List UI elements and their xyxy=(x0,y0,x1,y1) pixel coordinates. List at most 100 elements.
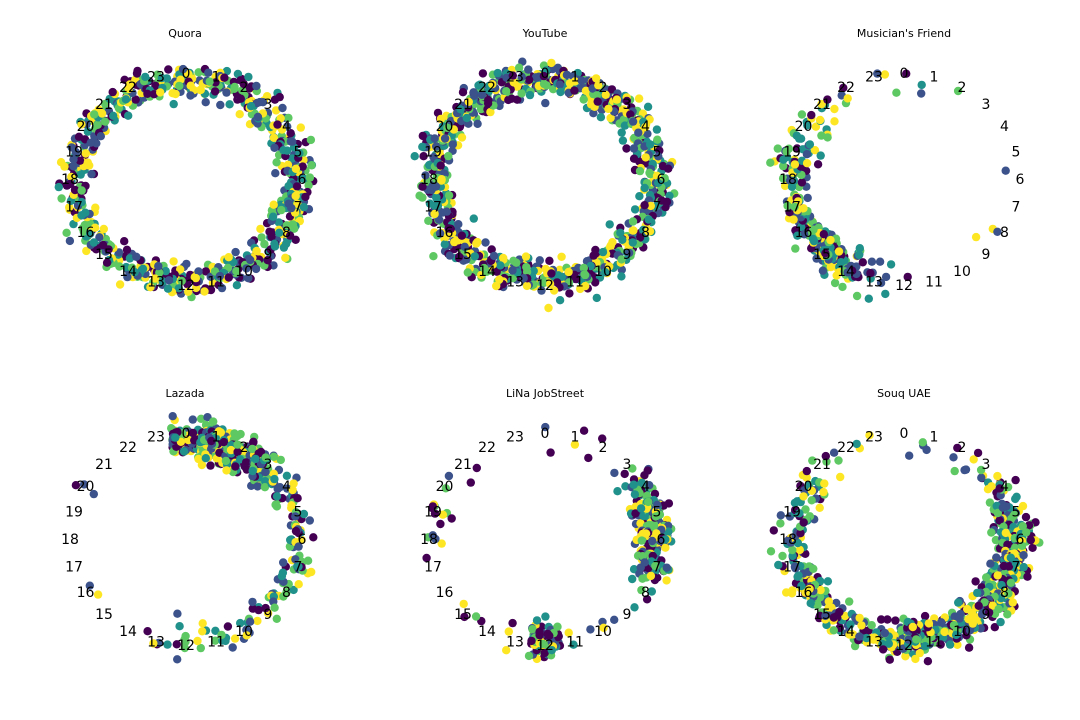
data-point xyxy=(102,258,112,267)
hour-label: 3 xyxy=(264,97,273,113)
data-point xyxy=(235,110,244,119)
data-point xyxy=(198,619,207,628)
data-point xyxy=(648,536,657,546)
data-point xyxy=(288,137,297,146)
data-point xyxy=(783,536,792,546)
data-point xyxy=(230,634,240,643)
hour-label: 22 xyxy=(837,80,855,96)
data-point xyxy=(1003,482,1013,492)
data-point xyxy=(912,635,921,644)
data-point xyxy=(604,104,613,114)
hour-label: 6 xyxy=(657,532,666,548)
data-point xyxy=(437,539,446,548)
hour-label: 15 xyxy=(454,247,472,263)
hour-label: 9 xyxy=(982,607,991,623)
data-point xyxy=(867,621,876,630)
data-point xyxy=(1004,589,1013,598)
data-point xyxy=(298,162,307,171)
data-point xyxy=(993,571,1002,580)
data-point xyxy=(963,604,972,614)
hour-label: 19 xyxy=(65,505,83,521)
hour-label: 4 xyxy=(1000,479,1009,495)
data-point xyxy=(776,519,785,528)
data-point xyxy=(813,600,822,610)
data-point xyxy=(846,620,855,629)
data-point xyxy=(291,555,300,564)
data-point xyxy=(955,614,964,623)
data-point xyxy=(521,252,531,261)
data-point xyxy=(806,599,815,608)
hour-label: 14 xyxy=(478,624,496,640)
data-point xyxy=(922,445,931,455)
data-point xyxy=(131,95,140,104)
data-point xyxy=(232,281,242,290)
data-point xyxy=(836,472,845,482)
data-point xyxy=(579,426,589,435)
data-point xyxy=(245,617,255,626)
data-point xyxy=(163,284,173,293)
data-point xyxy=(646,571,656,581)
data-point xyxy=(782,147,791,156)
hour-label: 2 xyxy=(240,440,249,456)
hour-label: 4 xyxy=(282,479,291,495)
data-point xyxy=(829,626,838,635)
data-point xyxy=(634,128,643,137)
data-point xyxy=(885,655,894,664)
data-point xyxy=(224,253,233,262)
data-point xyxy=(920,611,930,621)
data-point xyxy=(91,203,100,212)
data-point xyxy=(646,140,655,149)
data-point xyxy=(437,175,446,184)
data-point xyxy=(83,127,93,136)
data-point xyxy=(282,221,291,230)
data-point xyxy=(231,247,240,257)
data-point xyxy=(463,268,472,277)
data-point xyxy=(484,95,493,105)
data-point xyxy=(601,90,610,100)
data-point xyxy=(855,244,864,253)
data-point xyxy=(628,117,638,126)
data-point xyxy=(799,204,808,213)
data-point xyxy=(294,580,303,589)
data-point xyxy=(799,492,808,501)
data-point xyxy=(788,586,797,595)
data-point xyxy=(557,252,566,261)
hour-label: 23 xyxy=(865,70,883,86)
hour-label: 15 xyxy=(813,607,831,623)
data-point xyxy=(630,490,640,499)
data-point xyxy=(610,615,619,624)
data-point xyxy=(581,281,590,291)
data-point xyxy=(258,98,268,107)
data-point xyxy=(209,417,218,426)
data-point xyxy=(522,267,532,277)
data-point xyxy=(570,440,580,449)
data-point xyxy=(1011,494,1020,504)
data-point xyxy=(203,413,212,422)
data-point xyxy=(829,448,839,457)
data-point xyxy=(74,132,84,141)
data-point xyxy=(643,226,653,236)
data-point xyxy=(251,264,261,274)
data-point xyxy=(435,229,445,238)
data-point xyxy=(834,247,844,256)
data-point xyxy=(307,161,316,170)
data-point xyxy=(233,69,243,79)
data-point xyxy=(204,68,213,77)
data-point xyxy=(446,116,456,126)
data-point xyxy=(124,111,133,120)
data-point xyxy=(178,64,188,74)
points-group xyxy=(766,69,1010,303)
hour-label: 20 xyxy=(77,479,95,495)
data-point xyxy=(438,208,447,217)
data-point xyxy=(169,99,178,109)
data-point xyxy=(660,174,669,183)
data-point xyxy=(89,238,99,247)
data-point xyxy=(133,66,142,76)
data-point xyxy=(996,617,1005,627)
hour-label: 23 xyxy=(506,70,524,86)
data-point xyxy=(154,261,163,271)
data-point xyxy=(823,95,832,104)
data-point xyxy=(960,465,969,475)
data-point xyxy=(527,636,536,646)
